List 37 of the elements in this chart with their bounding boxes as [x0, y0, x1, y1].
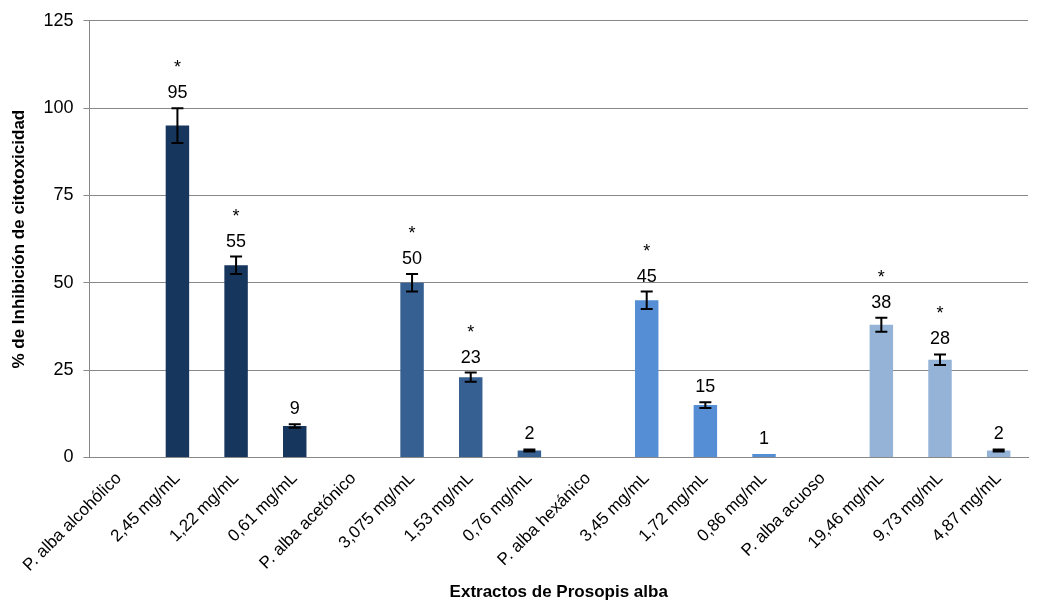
- data-label: 55: [226, 230, 247, 251]
- bar: [224, 265, 248, 457]
- annotation: *: [936, 303, 944, 324]
- y-tick-label: 75: [53, 184, 74, 205]
- bar: [400, 282, 424, 457]
- y-tick-label: 50: [53, 271, 74, 292]
- x-axis-title: Extractos de Prosopis alba: [449, 582, 669, 602]
- annotation: *: [467, 321, 475, 342]
- bar: [752, 454, 776, 457]
- annotation: *: [232, 205, 240, 226]
- bar: [928, 359, 952, 457]
- bar: [693, 405, 718, 457]
- data-label: 95: [167, 82, 188, 103]
- data-label: 45: [636, 265, 657, 286]
- y-tick-label: 125: [43, 9, 74, 30]
- y-tick-label: 100: [43, 97, 74, 118]
- bar: [458, 377, 483, 457]
- annotation: *: [877, 266, 885, 287]
- bar: [165, 125, 190, 457]
- data-label: 15: [695, 376, 716, 397]
- y-axis-title: % de Inhibición de citotoxicidad: [8, 109, 28, 369]
- y-tick-label: 0: [63, 446, 74, 467]
- data-label: 28: [929, 328, 951, 349]
- data-label: 50: [402, 248, 423, 269]
- data-label: 23: [460, 346, 481, 367]
- data-label: 9: [289, 398, 300, 419]
- bar: [869, 324, 894, 457]
- annotation: *: [408, 223, 416, 244]
- data-label: 2: [993, 423, 1004, 444]
- data-label: 2: [524, 423, 535, 444]
- annotation: *: [643, 240, 651, 261]
- data-label: 38: [871, 291, 892, 312]
- bar: [283, 426, 307, 457]
- bar: [634, 300, 659, 457]
- annotation: *: [173, 57, 181, 78]
- y-tick-label: 25: [53, 359, 74, 380]
- data-label: 1: [759, 427, 770, 448]
